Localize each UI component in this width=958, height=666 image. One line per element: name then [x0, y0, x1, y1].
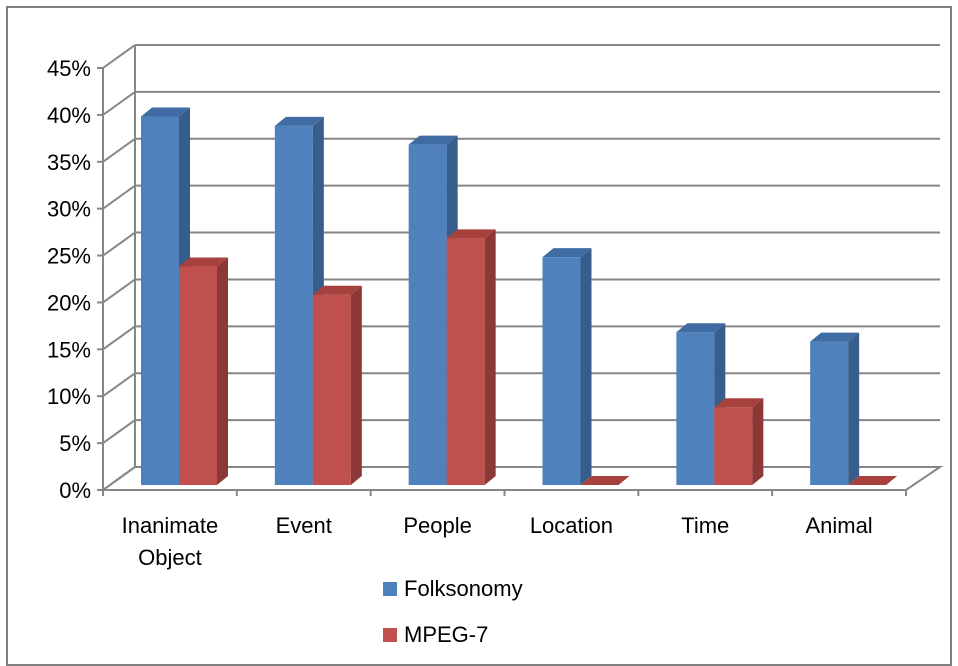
gridlines [102, 44, 940, 491]
y-tick-label: 10% [47, 384, 91, 409]
x-tick-label: Inanimate [122, 513, 219, 538]
bar-top [446, 229, 496, 239]
gridline-depth [102, 184, 136, 210]
y-tick-label: 30% [47, 197, 91, 222]
y-tick-label: 45% [47, 56, 91, 81]
bar-front [446, 238, 485, 485]
tick-labels: 0% 5% 10% 15% 20% 25% 30% 35% 40% 45% Inanimate Obj… [47, 56, 873, 570]
bar-front [810, 341, 849, 485]
bar-folksonomy [676, 323, 726, 485]
legend: Folksonomy MPEG-7 [383, 576, 523, 647]
y-tick-label: 25% [47, 244, 91, 269]
bar-mpeg-7 [848, 476, 898, 485]
bar-front [179, 266, 217, 485]
bar-front [312, 294, 351, 485]
gridline-depth [102, 278, 136, 304]
bar-side [580, 248, 592, 485]
legend-label: Folksonomy [404, 576, 523, 601]
bar-front [676, 332, 715, 485]
gridline-depth [102, 325, 136, 351]
bar-side [217, 257, 228, 485]
bar-folksonomy [810, 332, 860, 485]
legend-swatch [383, 628, 397, 642]
x-tick-label: Time [681, 513, 729, 538]
y-tick-label: 40% [47, 103, 91, 128]
x-tick-label: Animal [805, 513, 872, 538]
bar-top [408, 135, 458, 145]
bar-side [350, 285, 362, 485]
bar-top [274, 116, 324, 126]
y-tick-label: 15% [47, 337, 91, 362]
bar-mpeg-7 [580, 476, 630, 485]
gridline-depth [102, 231, 136, 257]
bar-mpeg-7 [312, 285, 362, 485]
bar-top [179, 257, 228, 267]
bar-top [714, 398, 764, 408]
bar-top [141, 107, 190, 117]
gridline-depth [102, 44, 136, 69]
bar-mpeg-7 [179, 257, 228, 485]
bars [141, 107, 898, 485]
bar-folksonomy [408, 135, 458, 485]
bar-mpeg-7 [446, 229, 496, 485]
bar-front [408, 144, 447, 485]
gridline-depth [102, 419, 136, 444]
bar-mpeg-7 [714, 398, 764, 485]
y-tick-label: 35% [47, 150, 91, 175]
bar-folksonomy [542, 248, 592, 485]
bar-top [542, 248, 592, 258]
bar-front [274, 125, 313, 485]
y-tick-label: 0% [59, 478, 91, 503]
bar-top [810, 332, 860, 342]
bar-front [141, 116, 179, 485]
bar-front [542, 257, 581, 485]
x-tick-label: Location [530, 513, 613, 538]
bar-top [312, 285, 362, 295]
x-tick-label: Event [276, 513, 332, 538]
bar-front [714, 407, 753, 485]
bar-side [484, 229, 496, 485]
gridline-depth [102, 91, 136, 116]
x-tick-label: People [403, 513, 472, 538]
bar-side [752, 398, 764, 485]
legend-label: MPEG-7 [404, 622, 488, 647]
bar-side [848, 332, 860, 485]
bar-top [848, 476, 898, 485]
gridline-depth [102, 372, 136, 398]
bar-top [676, 323, 726, 333]
x-tick-label: Object [138, 545, 202, 570]
y-tick-label: 20% [47, 290, 91, 315]
bar-top [580, 476, 630, 485]
gridline-depth [102, 137, 136, 163]
axes [97, 45, 944, 496]
legend-swatch [383, 582, 397, 596]
y-tick-label: 5% [59, 431, 91, 456]
